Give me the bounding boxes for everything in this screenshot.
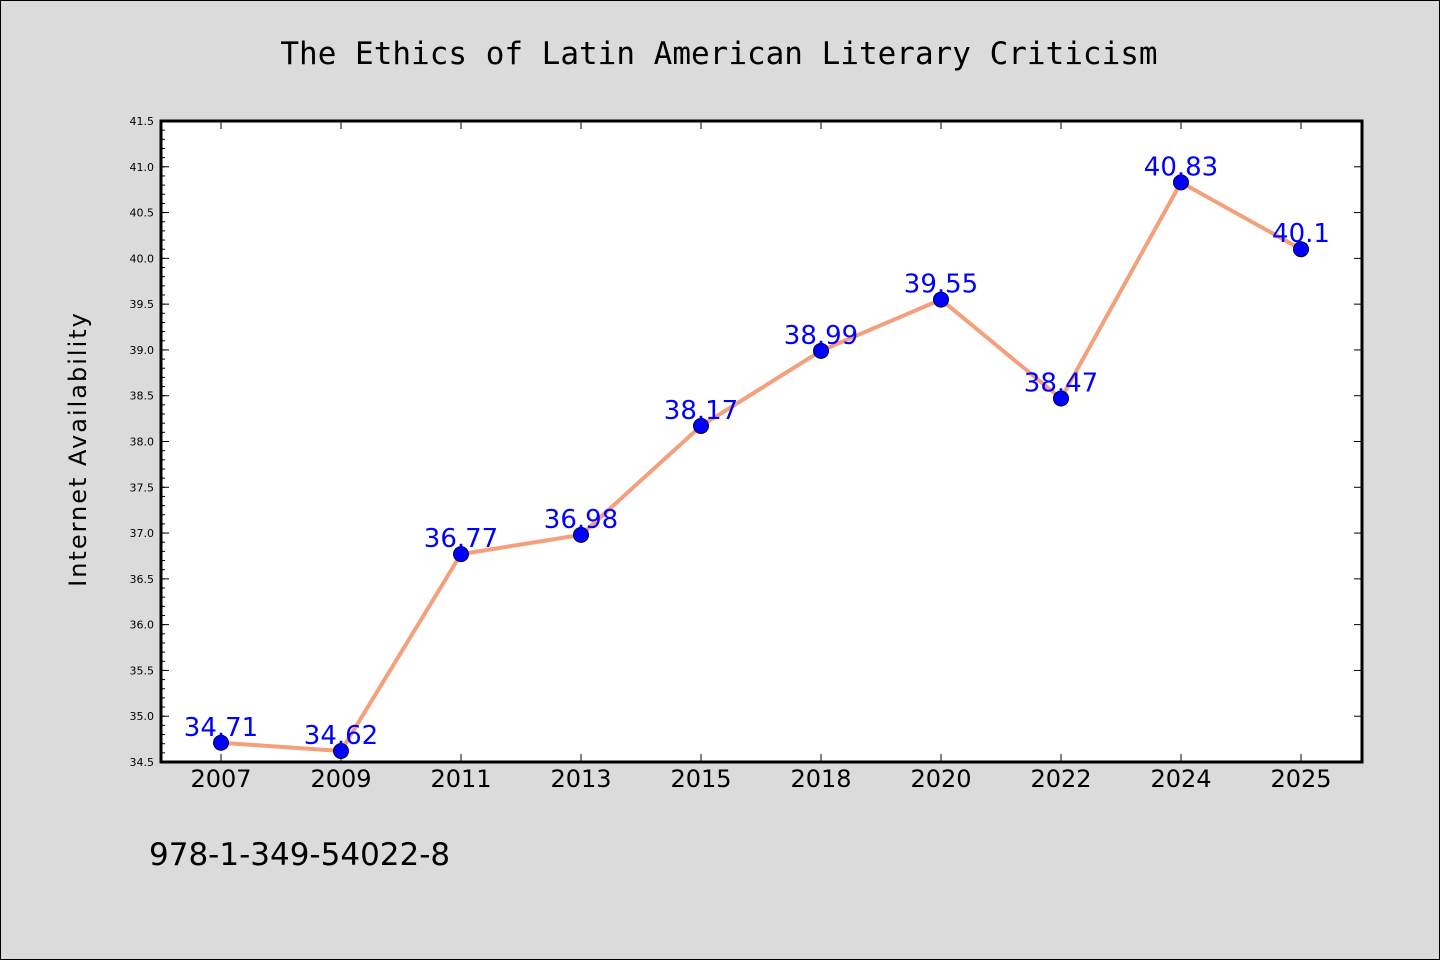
y-tick-label: 39.5 <box>130 298 155 311</box>
data-point-marker <box>933 291 949 308</box>
x-tick-label: 2011 <box>430 765 491 793</box>
x-tick-label: 2022 <box>1030 765 1091 793</box>
x-tick-label: 2007 <box>190 765 251 793</box>
plot-frame <box>159 119 1364 764</box>
data-point-marker <box>573 526 589 543</box>
plot-area <box>161 121 1362 762</box>
data-point-marker <box>1173 174 1189 191</box>
data-value-label: 34.71 <box>184 713 258 743</box>
y-tick-label: 35.5 <box>130 664 155 677</box>
chart-title: The Ethics of Latin American Literary Cr… <box>280 36 1157 72</box>
data-point-marker <box>813 342 829 359</box>
data-value-label: 36.98 <box>544 505 618 535</box>
data-value-label: 40.1 <box>1272 219 1330 249</box>
y-tick-label: 37.0 <box>130 527 155 540</box>
footer-text: 978-1-349-54022-8 <box>149 837 450 873</box>
x-axis-ticks: 2007 2009 2011 2013 2015 2018 2020 2022 2024 2025 <box>190 121 1332 793</box>
y-axis-ticks: 34.5 35.0 35.5 36.0 36.5 37.0 37.5 38.0 38.5 39.0… <box>130 115 1362 769</box>
x-tick-label: 2013 <box>550 765 611 793</box>
data-value-label: 40.83 <box>1144 152 1218 182</box>
x-tick-label: 2018 <box>790 765 851 793</box>
x-tick-label: 2020 <box>910 765 971 793</box>
y-axis-label: Internet Availability <box>64 311 92 587</box>
data-labels: 34.71 34.62 36.77 36.98 38.17 38.99 39.55 38.47… <box>184 152 1330 751</box>
y-tick-label: 40.0 <box>130 252 155 265</box>
y-tick-label: 36.0 <box>130 619 155 632</box>
y-tick-label: 34.5 <box>130 756 155 769</box>
data-value-label: 38.47 <box>1024 368 1098 398</box>
x-tick-label: 2015 <box>670 765 731 793</box>
y-tick-label: 40.5 <box>130 207 155 220</box>
data-value-label: 34.62 <box>304 721 378 751</box>
x-tick-label: 2025 <box>1270 765 1331 793</box>
y-tick-label: 38.5 <box>130 390 155 403</box>
data-value-label: 38.99 <box>784 321 858 351</box>
y-tick-label: 37.5 <box>130 481 155 494</box>
y-tick-label: 39.0 <box>130 344 155 357</box>
data-value-label: 39.55 <box>904 270 978 300</box>
y-tick-label: 36.5 <box>130 573 155 586</box>
y-tick-label: 38.0 <box>130 436 155 449</box>
x-tick-label: 2024 <box>1150 765 1211 793</box>
data-point-marker <box>213 734 229 751</box>
data-point-marker <box>1293 241 1309 258</box>
data-point-marker <box>453 546 469 563</box>
data-value-label: 36.77 <box>424 524 498 554</box>
series-markers <box>213 174 1309 760</box>
data-value-label: 38.17 <box>664 396 738 426</box>
data-point-marker <box>333 743 349 760</box>
y-tick-label: 41.5 <box>130 115 155 128</box>
x-tick-label: 2009 <box>310 765 371 793</box>
series-line <box>220 180 1302 753</box>
data-point-marker <box>1053 390 1069 407</box>
data-point-marker <box>693 417 709 434</box>
y-tick-label: 35.0 <box>130 710 155 723</box>
y-tick-label: 41.0 <box>130 161 155 174</box>
